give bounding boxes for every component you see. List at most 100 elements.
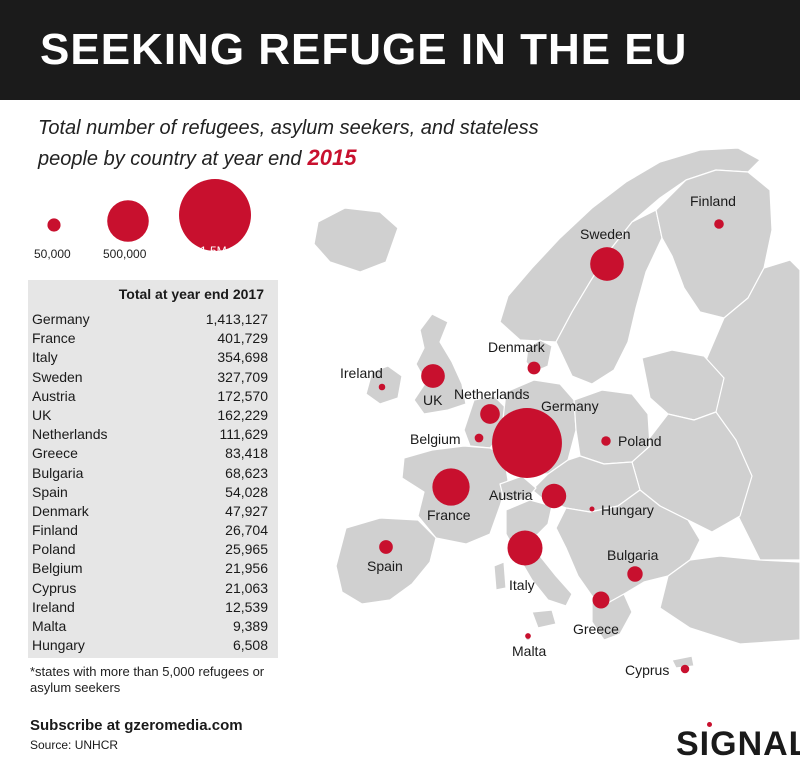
table-row-country: Poland: [32, 541, 76, 558]
country-bubbles: [378, 219, 724, 674]
bubble-bulgaria: [627, 566, 643, 582]
table-row-country: Spain: [32, 483, 68, 500]
source-note: Source: UNHCR: [30, 738, 119, 752]
land-sweden: [555, 209, 663, 385]
legend-label-500k: 500,000: [103, 247, 147, 261]
label-france: France: [427, 507, 471, 523]
land-iberia: [335, 517, 437, 605]
table-row: France 401,729: [32, 329, 268, 348]
table-row-value: 21,956: [225, 560, 268, 577]
table-row: UK 162,229: [32, 406, 268, 425]
table-row-country: Cyprus: [32, 579, 77, 596]
signal-logo-dot: [707, 722, 712, 727]
table-row: Sweden 327,709: [32, 368, 268, 387]
label-finland: Finland: [690, 193, 736, 209]
label-netherlands: Netherlands: [454, 386, 530, 402]
bubble-hungary: [589, 506, 595, 512]
legend-bubble: [47, 218, 61, 232]
table-row: Germany 1,413,127: [32, 310, 268, 329]
land-sardinia: [493, 561, 507, 591]
table-row-value: 172,570: [217, 387, 268, 404]
bubble-greece: [592, 591, 610, 609]
label-denmark: Denmark: [488, 339, 545, 355]
legend-label-50k: 50,000: [34, 247, 71, 261]
table-row-value: 354,698: [217, 349, 268, 366]
bubble-belgium: [474, 433, 484, 443]
label-belgium: Belgium: [410, 431, 461, 447]
label-greece: Greece: [573, 621, 619, 637]
table-row: Malta 9,389: [32, 617, 268, 636]
table-row-value: 111,629: [219, 426, 268, 443]
land-turkey: [659, 555, 800, 645]
table-row-value: 83,418: [225, 445, 268, 462]
table-rows: Germany 1,413,127 France 401,729 Italy 354,69…: [32, 310, 268, 655]
table-row-country: UK: [32, 406, 52, 423]
table-row: Greece 83,418: [32, 444, 268, 463]
label-poland: Poland: [618, 433, 662, 449]
table-row-value: 1,413,127: [205, 311, 268, 327]
table-row: Denmark 47,927: [32, 502, 268, 521]
table-row: Cyprus 21,063: [32, 579, 268, 598]
table-row-value: 25,965: [225, 541, 268, 558]
table-row: Ireland 12,539: [32, 598, 268, 617]
bubble-netherlands: [480, 404, 500, 424]
land-poland: [573, 389, 651, 465]
bubble-uk: [421, 364, 445, 388]
bubble-cyprus: [680, 664, 690, 674]
table-row-country: Austria: [32, 387, 76, 404]
land-switzerland: [499, 475, 537, 501]
label-sweden: Sweden: [580, 226, 631, 242]
legend-label-1-5m: 1.5M: [200, 244, 227, 258]
table-row: Spain 54,028: [32, 483, 268, 502]
page-title: SEEKING REFUGE IN THE EU: [40, 25, 688, 74]
bubble-denmark: [527, 361, 541, 375]
signal-logo: SIGNAL: [676, 725, 800, 763]
table-row-country: Italy: [32, 349, 58, 366]
label-malta: Malta: [512, 643, 547, 659]
bubble-poland: [601, 436, 611, 446]
table-row: Netherlands 111,629: [32, 425, 268, 444]
table-row-value: 21,063: [225, 579, 268, 596]
label-spain: Spain: [367, 558, 403, 574]
table-row-country: Sweden: [32, 368, 83, 385]
table-row-country: Finland: [32, 522, 78, 539]
label-hungary: Hungary: [601, 502, 654, 518]
title-bar: [0, 0, 800, 100]
table-row-country: Hungary: [32, 637, 85, 654]
table-row-value: 47,927: [225, 502, 268, 519]
table-row: Poland 25,965: [32, 540, 268, 559]
land-cyprus: [671, 655, 695, 669]
table-row-value: 54,028: [225, 483, 268, 500]
bubble-germany: [492, 408, 562, 478]
bubble-france: [432, 468, 470, 506]
table-row: Finland 26,704: [32, 521, 268, 540]
table-row: Belgium 21,956: [32, 559, 268, 578]
table-row-country: Malta: [32, 618, 67, 634]
bubble-spain: [379, 540, 393, 554]
bubble-finland: [714, 219, 724, 229]
legend-bubble: [179, 179, 251, 251]
label-ireland: Ireland: [340, 365, 383, 381]
land-iceland: [313, 207, 399, 273]
label-italy: Italy: [509, 577, 535, 593]
label-bulgaria: Bulgaria: [607, 547, 659, 563]
subtitle: Total number of refugees, asylum seekers…: [38, 114, 598, 174]
label-cyprus: Cyprus: [625, 662, 670, 678]
subscribe-link[interactable]: Subscribe at gzeromedia.com: [30, 717, 243, 734]
bubble-malta: [525, 633, 531, 639]
table-row-country: Bulgaria: [32, 464, 84, 481]
bubble-italy: [507, 530, 543, 566]
table-row-country: Greece: [32, 445, 78, 462]
land-uk: [413, 313, 467, 415]
data-table: Total at year end 2017 Germany 1,413,127 F…: [28, 280, 278, 658]
land-sicily: [531, 609, 557, 629]
table-row: Bulgaria 68,623: [32, 464, 268, 483]
table-row-country: France: [32, 330, 76, 347]
table-row-value: 162,229: [217, 406, 268, 423]
legend-bubbles: [47, 179, 251, 251]
legend-bubble: [107, 200, 149, 242]
table-row-value: 9,389: [232, 618, 268, 634]
table-row-country: Ireland: [32, 598, 75, 615]
subtitle-line-2: people by country at year end: [38, 148, 302, 170]
